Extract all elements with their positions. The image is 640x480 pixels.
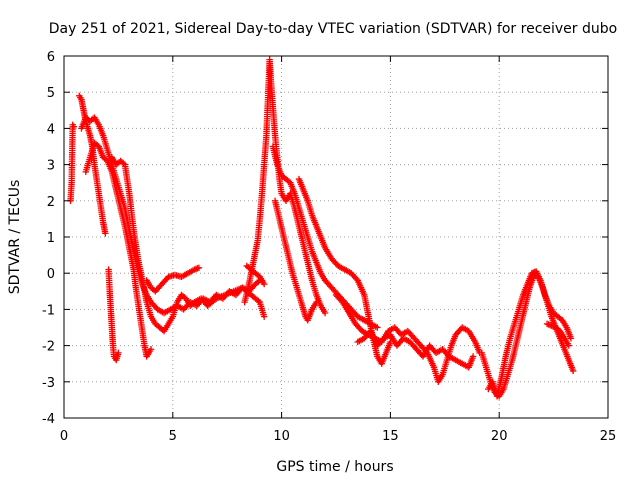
plus-marker [321, 309, 329, 317]
plus-marker [313, 298, 320, 306]
y-tick-label: 2 [47, 195, 55, 210]
y-tick-label: 3 [47, 159, 55, 174]
series-trace-p [485, 268, 575, 400]
plus-marker [567, 335, 575, 342]
y-tick-label: -4 [42, 412, 55, 427]
chart-title: Day 251 of 2021, Sidereal Day-to-day VTE… [49, 21, 617, 37]
plus-marker [374, 324, 381, 331]
x-tick-label: 10 [273, 429, 290, 444]
y-tick-label: 1 [47, 231, 55, 246]
plus-marker [565, 342, 573, 349]
plus-marker [195, 264, 203, 271]
x-tick-label: 25 [600, 429, 617, 444]
data-marks [67, 56, 577, 400]
plus-marker [353, 275, 360, 283]
plus-marker [120, 160, 127, 167]
series-trace-n [354, 327, 477, 371]
plus-marker [115, 349, 122, 357]
x-tick-label: 5 [169, 429, 177, 444]
y-tick-label: -3 [42, 376, 55, 391]
series-trace-d [82, 139, 155, 360]
series-trace-k [271, 197, 320, 324]
plus-marker [469, 353, 477, 360]
y-tick-label: 0 [47, 267, 55, 282]
axis-ticks: 0 5 10 15 20 25 -4 -3 -2 -1 0 1 2 3 4 5 6 [42, 50, 616, 444]
plus-marker [255, 297, 262, 305]
series-trace-l [295, 175, 394, 367]
plus-marker [260, 280, 268, 288]
y-tick-label: 5 [47, 86, 55, 101]
grid-lines [64, 56, 608, 418]
plus-marker [147, 346, 155, 353]
plus-marker [260, 313, 268, 320]
series-trace-f [105, 266, 122, 364]
plus-marker [569, 367, 577, 375]
y-tick-label: 6 [47, 50, 55, 65]
series-trace-c [78, 114, 264, 317]
x-tick-label: 0 [60, 429, 68, 444]
series-trace-i [241, 56, 329, 317]
y-tick-label: 4 [47, 122, 55, 137]
plus-marker [102, 230, 109, 237]
x-tick-label: 20 [491, 429, 508, 444]
plus-marker [70, 123, 77, 130]
series-trace-a [67, 121, 77, 204]
series-trace-g [143, 264, 203, 295]
y-axis-label: SDTVAR / TECUs [7, 180, 23, 295]
series-trace-e [108, 154, 268, 335]
x-tick-label: 15 [382, 429, 399, 444]
series-trace-q [543, 320, 573, 349]
plus-marker [338, 297, 345, 304]
y-tick-label: -2 [42, 340, 55, 355]
y-tick-label: -1 [42, 303, 55, 318]
x-axis-label: GPS time / hours [276, 459, 393, 475]
